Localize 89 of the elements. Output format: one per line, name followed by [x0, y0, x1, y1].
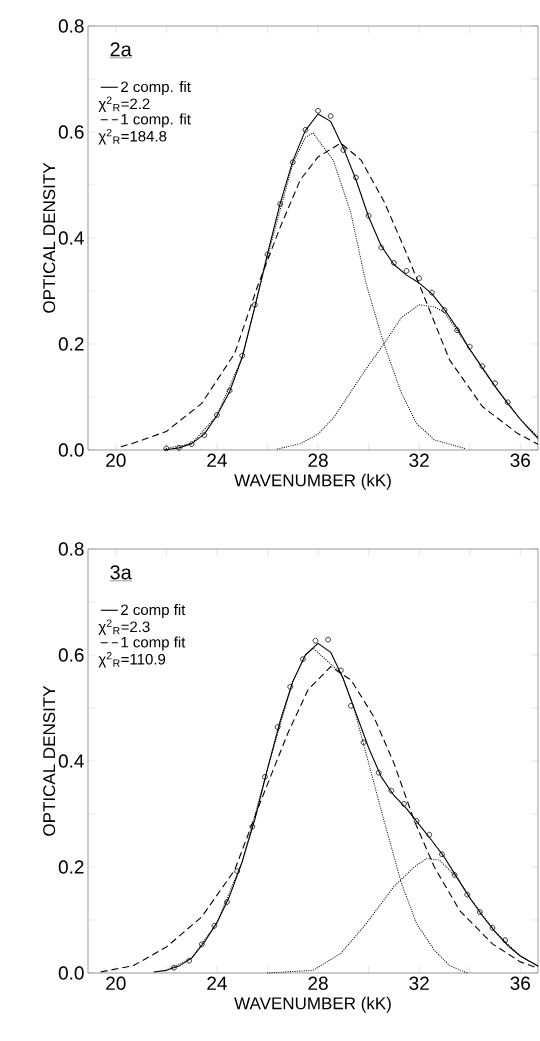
annotation: χ$^{2}$$_{R}$=184.8	[98, 128, 167, 145]
x-tick-label: 32	[409, 976, 429, 990]
x-axis-title: WAVENUMBER (kK)	[234, 473, 391, 490]
legend-label: 2 comp fit	[121, 604, 186, 619]
y-tick-label: 0.8	[58, 19, 84, 33]
point	[492, 380, 498, 387]
y-tick-label: 0.6	[58, 648, 84, 662]
point	[451, 872, 458, 878]
point	[401, 801, 407, 807]
legend-label: 2 comp. fit	[121, 81, 191, 96]
point	[239, 352, 246, 359]
point	[348, 703, 354, 709]
x-tick-label: 28	[308, 453, 328, 467]
point	[186, 958, 192, 964]
point	[277, 201, 283, 207]
y-tick-label: 0.0	[58, 966, 84, 980]
y-axis-title: OPTICAL DENSITY	[43, 162, 56, 313]
point	[338, 667, 344, 674]
point	[287, 683, 294, 690]
annotation: χ$^{2}$$_{R}$=2.3	[98, 619, 150, 636]
point	[403, 268, 410, 274]
point	[489, 925, 496, 931]
legend-label: 1 comp. fit	[121, 113, 191, 128]
point	[325, 636, 331, 643]
point	[300, 656, 306, 663]
point	[249, 823, 256, 830]
x-tick-label: 36	[510, 976, 531, 990]
point	[264, 251, 271, 258]
point	[315, 108, 321, 114]
point	[327, 113, 334, 119]
point	[441, 307, 448, 313]
y-tick-label: 0.2	[58, 337, 84, 351]
point	[274, 724, 281, 730]
annotation: χ$^{2}$$_{R}$=2.2	[98, 96, 150, 113]
point	[360, 739, 367, 746]
y-tick-label: 0.4	[58, 754, 84, 768]
y-axis-title: OPTICAL DENSITY	[43, 685, 56, 836]
x-tick-label: 28	[308, 976, 328, 990]
point	[378, 244, 385, 251]
point	[176, 445, 182, 451]
point	[466, 343, 473, 350]
point	[226, 387, 233, 394]
point	[502, 937, 508, 943]
x-tick-label: 20	[106, 976, 126, 990]
point	[365, 212, 372, 219]
point	[439, 851, 445, 858]
x-tick-label: 20	[106, 453, 126, 467]
point	[426, 831, 433, 838]
point	[477, 909, 483, 915]
point	[413, 818, 420, 824]
point	[262, 774, 268, 780]
legend-label: 1 comp fit	[121, 636, 186, 651]
point	[340, 147, 347, 153]
annotation: 3a	[110, 565, 132, 580]
point	[312, 637, 319, 644]
point	[353, 174, 359, 181]
point	[391, 260, 397, 266]
point	[211, 923, 218, 929]
x-tick-label: 32	[409, 453, 429, 467]
point	[201, 432, 208, 438]
annotation: χ$^{2}$$_{R}$=110.9	[98, 651, 166, 668]
point	[224, 899, 230, 905]
point	[171, 964, 177, 971]
x-tick-label: 24	[207, 976, 227, 990]
y-tick-label: 0.8	[58, 542, 84, 556]
y-tick-label: 0.0	[58, 443, 84, 457]
point	[504, 399, 511, 406]
point	[464, 891, 471, 898]
x-tick-label: 36	[510, 453, 531, 467]
y-tick-label: 0.4	[58, 231, 84, 245]
annotation: 2a	[110, 42, 132, 57]
point	[252, 301, 258, 308]
x-tick-label: 24	[207, 453, 227, 467]
point	[234, 868, 240, 875]
point	[302, 127, 309, 133]
y-tick-label: 0.6	[58, 125, 84, 139]
point	[429, 289, 435, 296]
point	[188, 441, 195, 447]
point	[375, 769, 382, 776]
x-axis-title: WAVENUMBER (kK)	[234, 996, 391, 1013]
point	[163, 445, 170, 452]
y-tick-label: 0.2	[58, 860, 84, 874]
point	[388, 787, 395, 794]
point	[479, 363, 486, 370]
point	[454, 327, 460, 334]
point	[214, 412, 220, 418]
point	[289, 159, 296, 166]
point	[416, 275, 422, 282]
point	[198, 941, 205, 948]
